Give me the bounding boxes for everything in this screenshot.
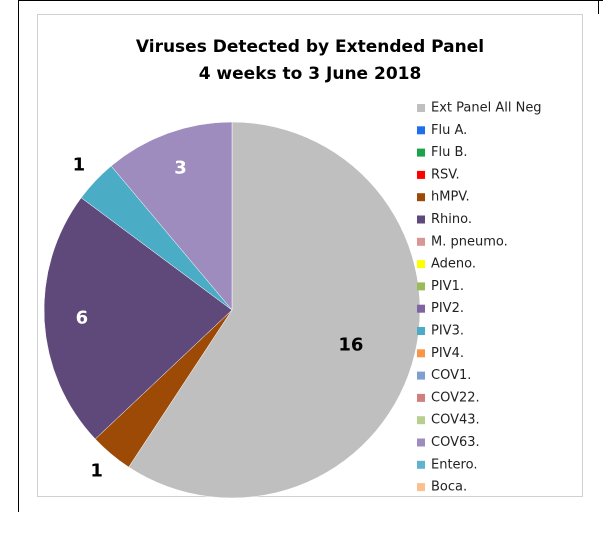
legend-label: Boca. (431, 480, 467, 495)
legend-swatch (417, 260, 425, 269)
legend-swatch (417, 104, 425, 112)
legend-label: Flu B. (431, 145, 468, 160)
legend-label: PIV2. (431, 301, 464, 316)
legend-swatch (417, 170, 425, 179)
legend-swatch (417, 327, 425, 335)
legend-swatch (417, 304, 425, 313)
legend-label: Rhino. (431, 212, 472, 227)
legend-label: Ext Panel All Neg (431, 101, 542, 116)
legend-label: PIV4. (431, 346, 464, 361)
legend-label: COV63. (431, 435, 480, 450)
legend-label: RSV. (431, 167, 460, 182)
legend-swatch (417, 438, 425, 447)
chart-title: Viruses Detected by Extended Panel (136, 37, 484, 57)
legend-swatch (417, 393, 425, 402)
legend-swatch (417, 148, 425, 157)
legend-swatch (417, 126, 425, 135)
legend-label: COV1. (431, 368, 471, 383)
legend-swatch (417, 483, 425, 492)
legend-swatch (417, 215, 425, 224)
legend-swatch (417, 349, 425, 358)
legend-label: Adeno. (431, 257, 476, 272)
legend-swatch (417, 193, 425, 202)
data-label: 16 (338, 335, 363, 356)
legend-swatch (417, 282, 425, 291)
legend-label: PIV1. (431, 279, 464, 294)
legend-swatch (417, 460, 425, 469)
legend-label: Entero. (431, 457, 477, 472)
legend-label: PIV3. (431, 324, 464, 339)
data-label: 1 (73, 155, 86, 176)
pie-slice (128, 121, 421, 499)
legend-label: Flu A. (431, 123, 467, 138)
pie-slice (110, 121, 233, 311)
pie-slice (43, 197, 233, 440)
data-label: 6 (76, 308, 89, 329)
legend-swatch (417, 416, 425, 425)
legend-label: M. pneumo. (431, 234, 508, 249)
legend-swatch (417, 371, 425, 380)
legend-label: hMPV. (431, 190, 470, 205)
legend-label: COV43. (431, 413, 480, 428)
data-label: 1 (90, 460, 103, 481)
chart-subtitle: 4 weeks to 3 June 2018 (199, 64, 422, 84)
legend-label: COV22. (431, 390, 480, 405)
legend-swatch (417, 237, 425, 246)
data-label: 3 (174, 158, 187, 179)
